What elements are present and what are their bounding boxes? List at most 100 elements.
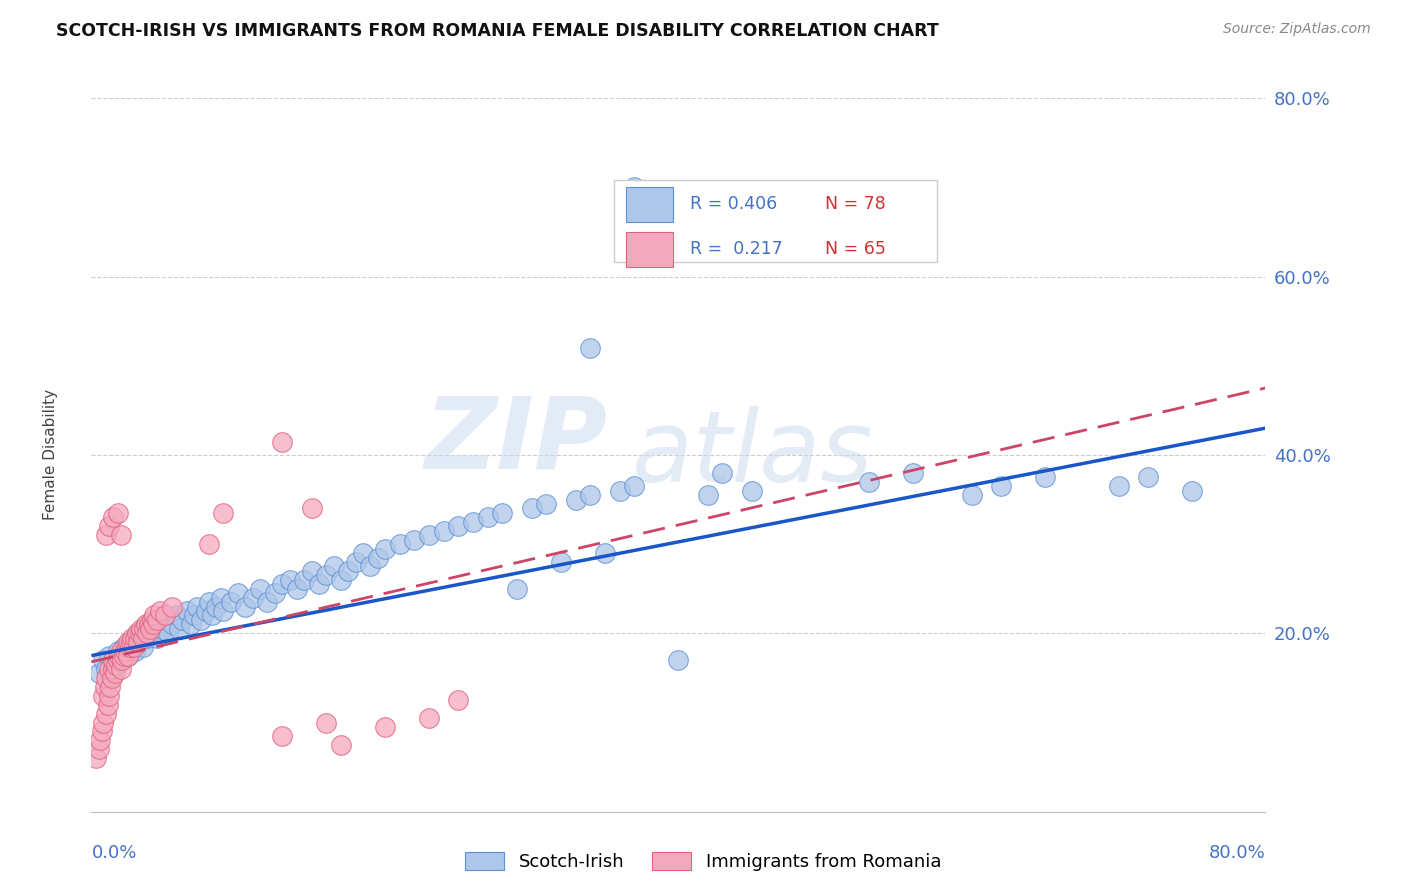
Point: [741, 483, 763, 498]
Point: [142, 617, 165, 632]
FancyBboxPatch shape: [614, 180, 936, 262]
Point: [94, 671, 117, 685]
Point: [150, 622, 173, 636]
Point: [136, 631, 159, 645]
Point: [108, 648, 131, 663]
Point: [110, 662, 132, 676]
Point: [550, 555, 572, 569]
Point: [91, 715, 114, 730]
Point: [143, 608, 166, 623]
Point: [139, 626, 162, 640]
Point: [322, 559, 344, 574]
Point: [103, 662, 125, 676]
Point: [124, 631, 146, 645]
Text: R =  0.217: R = 0.217: [690, 241, 783, 259]
Point: [1136, 470, 1159, 484]
Point: [1108, 479, 1130, 493]
Point: [89, 733, 111, 747]
Point: [205, 599, 228, 614]
Point: [98, 662, 121, 676]
Point: [100, 680, 122, 694]
Point: [212, 506, 235, 520]
Point: [107, 653, 129, 667]
Point: [156, 626, 179, 640]
Point: [271, 577, 294, 591]
Point: [110, 644, 132, 658]
Point: [418, 711, 440, 725]
Point: [121, 635, 143, 649]
Text: 80.0%: 80.0%: [1209, 844, 1265, 862]
Point: [308, 577, 330, 591]
Point: [105, 657, 128, 672]
Text: 0.0%: 0.0%: [91, 844, 136, 862]
Point: [129, 622, 152, 636]
Point: [593, 546, 616, 560]
Point: [226, 586, 249, 600]
Point: [292, 573, 315, 587]
Point: [112, 648, 135, 663]
Point: [285, 582, 308, 596]
Point: [180, 617, 202, 632]
Point: [263, 586, 285, 600]
Point: [103, 653, 125, 667]
Point: [183, 608, 205, 623]
Text: Source: ZipAtlas.com: Source: ZipAtlas.com: [1223, 22, 1371, 37]
Point: [101, 671, 124, 685]
Point: [160, 617, 183, 632]
Point: [666, 653, 689, 667]
Point: [149, 604, 172, 618]
Point: [616, 225, 638, 239]
Point: [128, 626, 150, 640]
Point: [623, 180, 645, 194]
Point: [103, 510, 125, 524]
Point: [139, 622, 162, 636]
Point: [120, 635, 142, 649]
Point: [903, 466, 925, 480]
Point: [344, 555, 367, 569]
Point: [111, 653, 134, 667]
Text: N = 65: N = 65: [825, 241, 886, 259]
Point: [118, 640, 141, 654]
Point: [536, 497, 558, 511]
Point: [169, 622, 191, 636]
Point: [160, 599, 183, 614]
Point: [132, 631, 155, 645]
Point: [98, 648, 121, 663]
Point: [271, 729, 294, 743]
Point: [477, 510, 499, 524]
Point: [564, 492, 586, 507]
Point: [491, 506, 513, 520]
Point: [337, 564, 360, 578]
Point: [98, 689, 121, 703]
Point: [1033, 470, 1056, 484]
Text: R = 0.406: R = 0.406: [690, 195, 778, 213]
Point: [329, 573, 352, 587]
Text: SCOTCH-IRISH VS IMMIGRANTS FROM ROMANIA FEMALE DISABILITY CORRELATION CHART: SCOTCH-IRISH VS IMMIGRANTS FROM ROMANIA …: [56, 22, 939, 40]
Point: [132, 640, 155, 654]
Point: [138, 617, 160, 632]
Point: [112, 640, 135, 654]
FancyBboxPatch shape: [626, 232, 672, 267]
Point: [418, 528, 440, 542]
Point: [107, 506, 129, 520]
Point: [190, 613, 212, 627]
Point: [90, 724, 112, 739]
Point: [142, 617, 165, 632]
Point: [278, 573, 301, 587]
Point: [176, 604, 198, 618]
Point: [579, 488, 602, 502]
Point: [87, 666, 110, 681]
Point: [352, 546, 374, 560]
Point: [315, 715, 337, 730]
Point: [91, 689, 114, 703]
Point: [125, 626, 148, 640]
Point: [374, 541, 396, 556]
Point: [172, 613, 194, 627]
Point: [146, 631, 169, 645]
Point: [315, 568, 337, 582]
Point: [197, 595, 219, 609]
Point: [623, 479, 645, 493]
Point: [249, 582, 271, 596]
Point: [711, 466, 734, 480]
Point: [271, 434, 294, 449]
